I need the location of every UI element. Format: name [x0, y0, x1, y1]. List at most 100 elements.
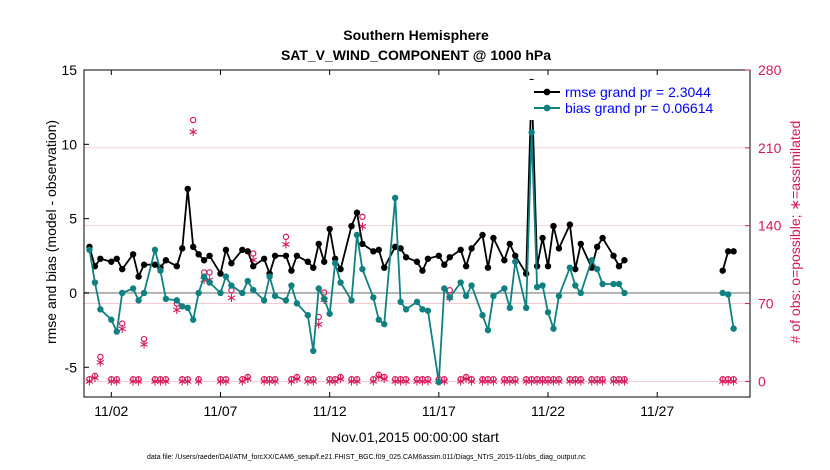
rmse-point — [228, 260, 235, 267]
y-axis-right-label: # of obs: o=possible; ∗=assimilated — [787, 121, 803, 344]
obs-assimilated-point: ∗ — [379, 372, 390, 387]
rmse-point — [288, 267, 295, 274]
rmse-point — [184, 185, 191, 193]
bias-point — [250, 286, 257, 294]
bias-point — [413, 298, 421, 306]
bias-point — [381, 320, 388, 328]
obs-possible-point — [282, 233, 290, 241]
bias-point — [282, 297, 290, 304]
bias-point — [173, 297, 181, 304]
obs-possible-point — [462, 373, 470, 381]
obs-assimilated-point: ∗ — [401, 374, 412, 389]
bias-point — [730, 325, 737, 332]
obs-possible-point — [512, 376, 519, 383]
rmse-point — [97, 255, 104, 262]
bias-point — [326, 310, 333, 317]
rmse-point — [250, 263, 257, 270]
bias-point — [572, 282, 579, 289]
rmse-point — [544, 263, 552, 270]
y-tick-label-right-3: 210 — [758, 140, 782, 156]
obs-assimilated-point: ∗ — [193, 374, 204, 389]
rmse-point — [719, 267, 726, 274]
rmse-point — [239, 246, 246, 254]
obs-assimilated-point: ∗ — [422, 374, 433, 389]
obs-possible-point — [353, 376, 361, 383]
obs-assimilated-point: ∗ — [171, 303, 182, 318]
obs-assimilated-point: ∗ — [499, 374, 510, 389]
bias-point — [348, 297, 355, 304]
rmse-point — [490, 234, 497, 242]
rmse-point — [140, 261, 148, 268]
obs-assimilated-point: ∗ — [466, 374, 477, 389]
rmse-point — [206, 252, 213, 259]
bias-point — [610, 280, 617, 288]
rmse-point — [566, 221, 574, 228]
x-tick-label-3: 11/17 — [422, 403, 456, 419]
obs-assimilated-point: ∗ — [575, 374, 586, 389]
bias-point — [293, 300, 301, 307]
bias-point — [724, 291, 732, 298]
obs-possible-point — [375, 371, 382, 378]
rmse-point — [200, 257, 208, 264]
legend-rmse-marker — [543, 88, 551, 96]
rmse-point — [730, 248, 737, 255]
obs-possible-point — [91, 372, 99, 380]
legend: rmse grand pr = 2.3044 bias grand pr = 0… — [528, 80, 738, 120]
obs-assimilated-point: ∗ — [160, 374, 171, 389]
obs-possible-point — [140, 335, 148, 343]
obs-assimilated-point: ∗ — [395, 374, 406, 389]
obs-assimilated-point: ∗ — [302, 374, 313, 389]
obs-assimilated-point: ∗ — [373, 370, 384, 385]
obs-assimilated-point: ∗ — [412, 374, 423, 389]
y-axis-right-ticks: 0 70 140 210 280 — [745, 62, 782, 389]
rmse-point — [621, 257, 628, 264]
bias-point — [108, 316, 115, 323]
rmse-point — [244, 248, 251, 255]
bias-point — [91, 279, 99, 286]
rmse-point — [119, 265, 126, 273]
obs-assimilated-point: ∗ — [483, 374, 494, 389]
obs-assimilated-point: ∗ — [313, 318, 324, 333]
bias-point — [719, 289, 726, 297]
obs-assimilated-point: ∗ — [106, 374, 117, 389]
obs-assimilated-point: ∗ — [564, 374, 575, 389]
obs-assimilated-point: ∗ — [351, 374, 362, 389]
obs-possible-point — [244, 373, 251, 381]
rmse-point — [522, 270, 530, 277]
rmse-point — [108, 258, 115, 265]
rmse-point — [397, 245, 404, 252]
obs-assimilated-point: ∗ — [723, 374, 734, 389]
legend-bias-label: bias grand pr = 0.06614 — [565, 100, 713, 116]
rmse-point — [724, 248, 732, 255]
bias-point — [200, 273, 208, 280]
obs-possible-point — [457, 376, 464, 383]
footer-datafile: data file: /Users/raeder/DAI/ATM_forcXX/… — [147, 454, 586, 461]
obs-count-marks: ∗∗∗∗∗∗∗∗∗∗∗∗∗∗∗∗∗∗∗∗∗∗∗∗∗∗∗∗∗∗ ∗∗∗∗∗∗ ∗∗∗∗… — [84, 116, 739, 389]
bias-point — [271, 292, 279, 300]
rmse-point — [577, 240, 584, 248]
y-tick-label-left-0: -5 — [65, 359, 78, 375]
bias-point — [501, 285, 508, 292]
rmse-point — [501, 257, 508, 264]
bias-point — [151, 246, 159, 254]
rmse-point — [271, 252, 279, 259]
rmse-point — [189, 243, 197, 251]
bias-point — [528, 129, 535, 136]
obs-possible-point — [331, 376, 339, 383]
obs-assimilated-point: ∗ — [537, 374, 548, 389]
bias-point — [441, 285, 448, 292]
bias-point — [315, 285, 322, 292]
obs-assimilated-point: ∗ — [237, 374, 248, 389]
legend-rmse-label: rmse grand pr = 2.3044 — [565, 84, 711, 100]
obs-assimilated-point: ∗ — [335, 372, 346, 387]
bias-point — [468, 282, 475, 289]
obs-assimilated-point: ∗ — [532, 374, 543, 389]
rmse-point — [441, 261, 448, 268]
bias-point — [435, 378, 443, 386]
obs-assimilated-point: ∗ — [619, 374, 630, 389]
bias-point — [310, 347, 317, 355]
bias-point — [244, 277, 251, 285]
rmse-point — [293, 252, 301, 259]
obs-possible-point — [337, 373, 344, 381]
